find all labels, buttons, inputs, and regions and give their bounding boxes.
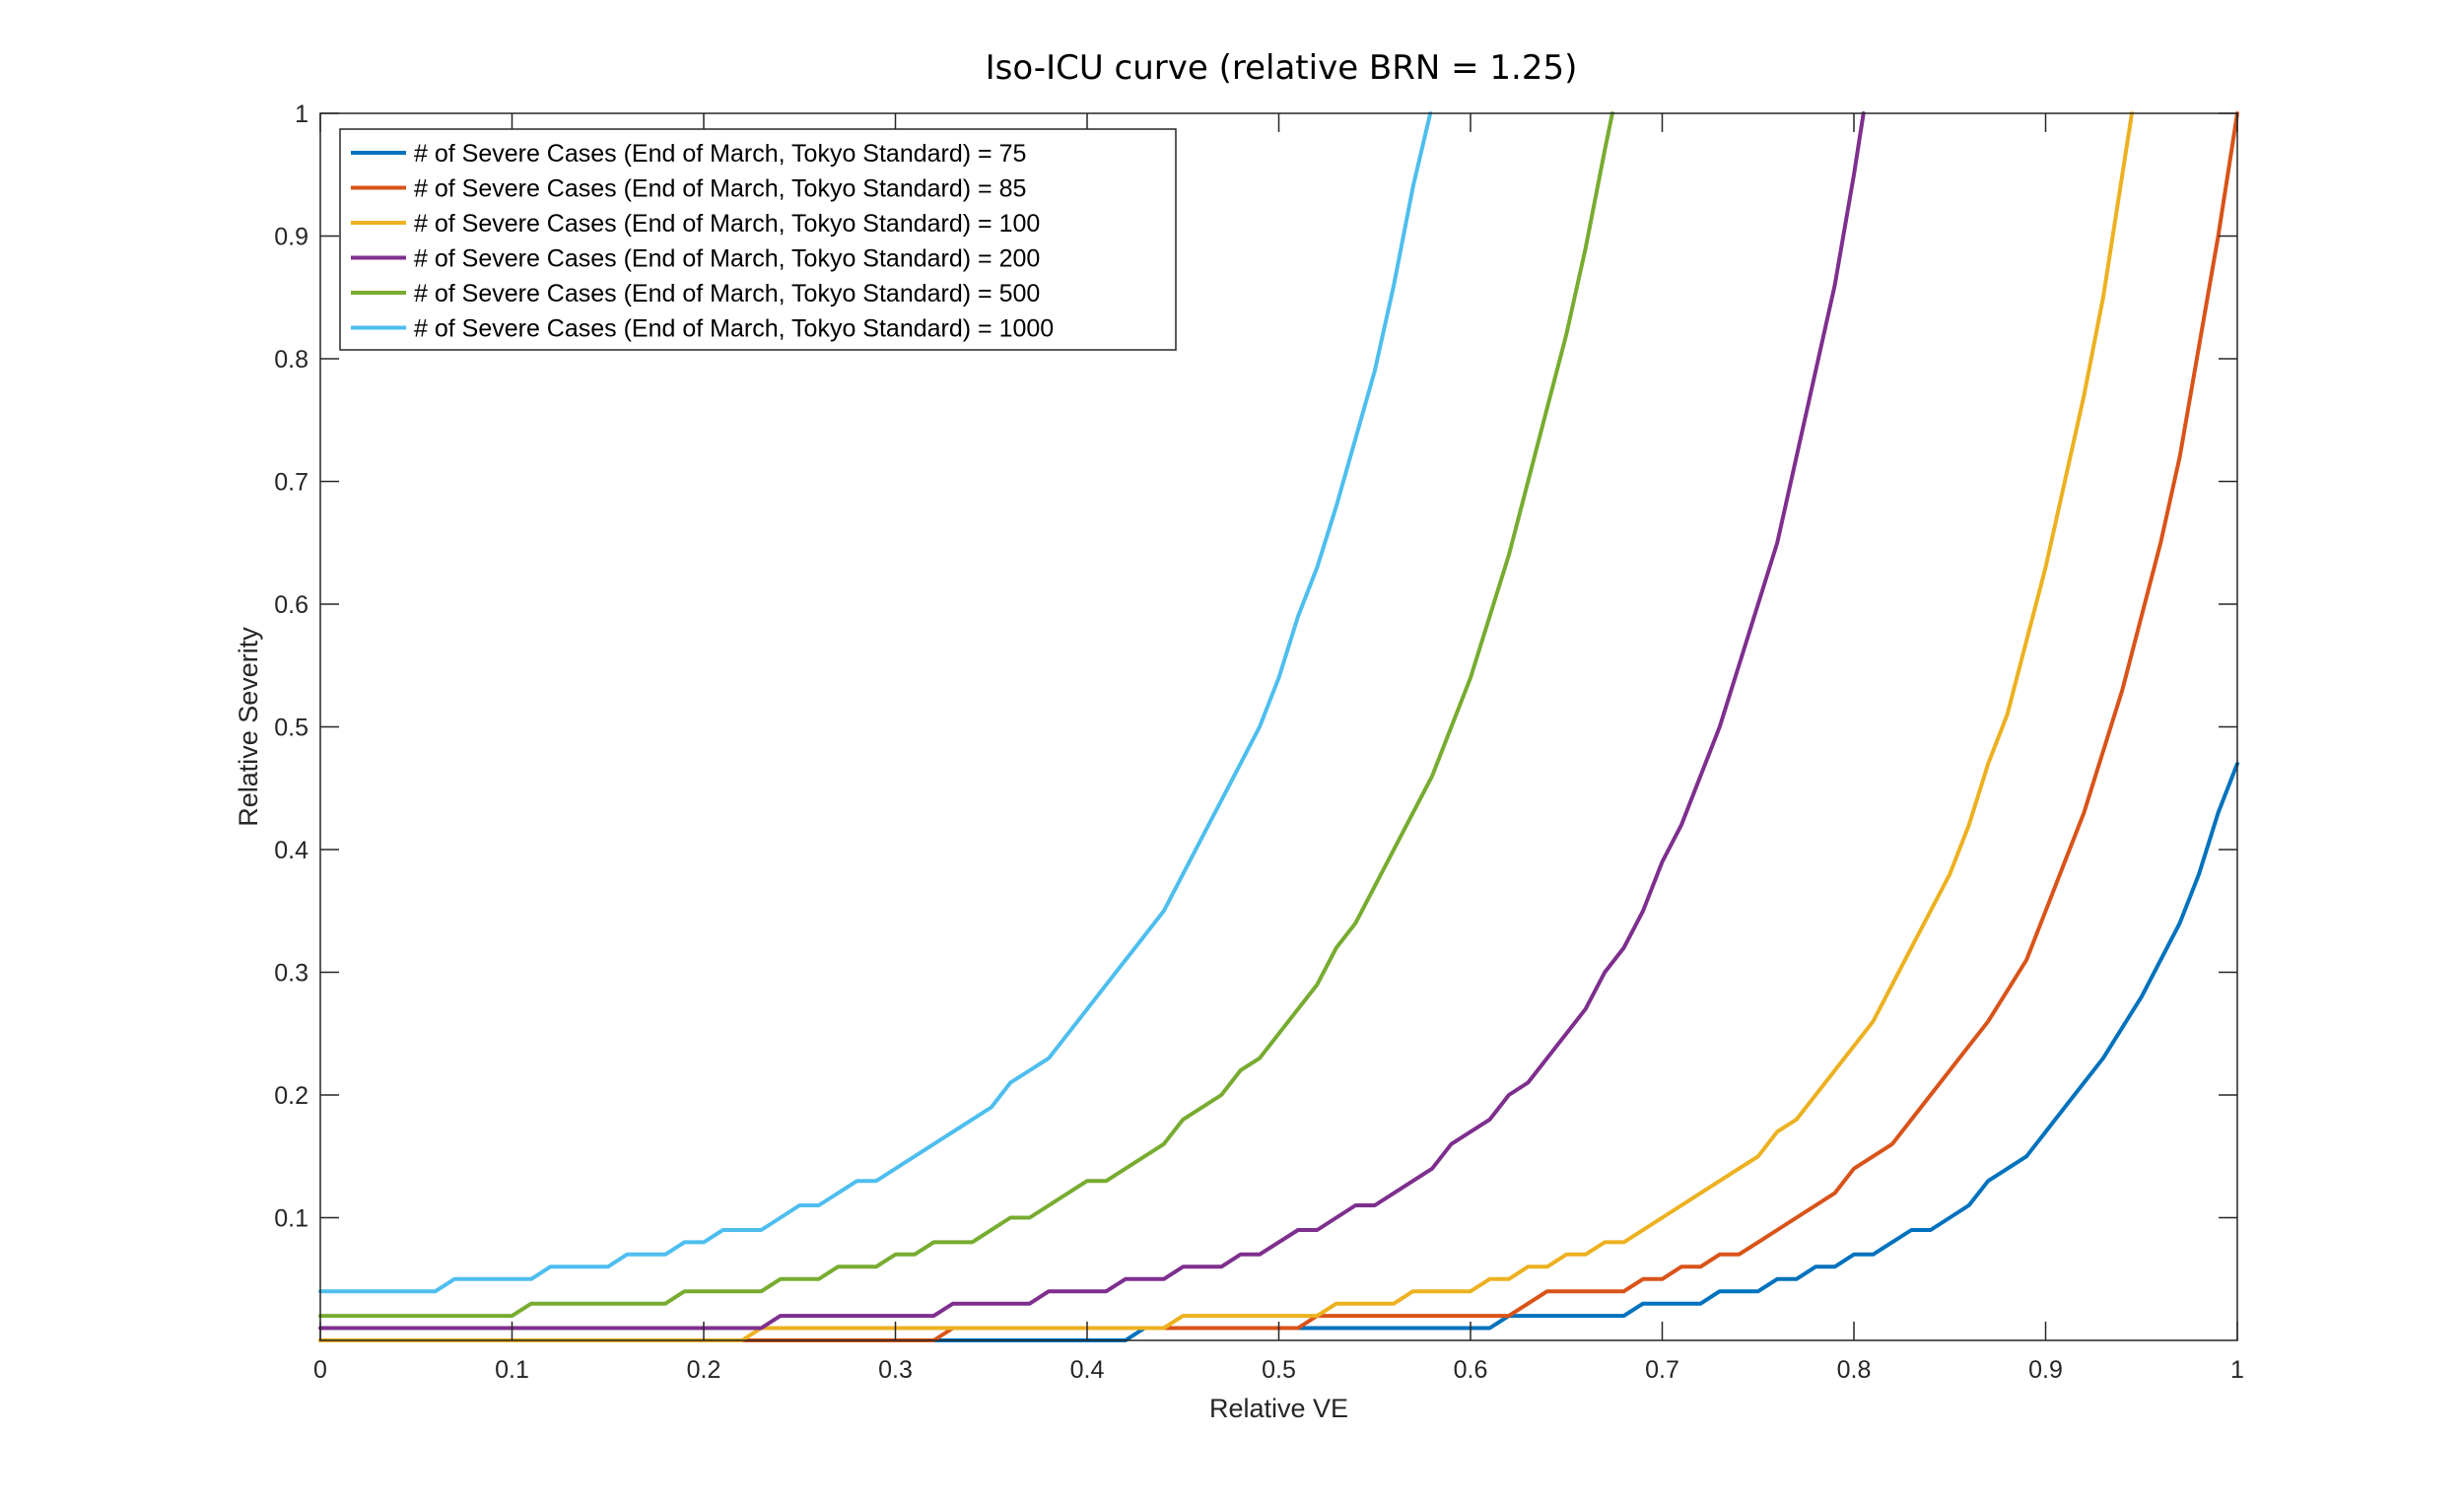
y-tick-label: 1 — [295, 101, 308, 128]
x-tick-label: 0.4 — [1070, 1356, 1105, 1384]
x-tick-label: 0.5 — [1262, 1356, 1296, 1384]
y-tick-label: 0.9 — [274, 224, 308, 251]
y-axis-label: Relative Severity — [234, 627, 263, 827]
series-line-5 — [318, 111, 1433, 1294]
y-tick-label: 0.8 — [274, 346, 308, 374]
x-tick-label: 0.1 — [495, 1356, 529, 1384]
x-tick-label: 0.2 — [687, 1356, 721, 1384]
y-tick-label: 0.7 — [274, 469, 308, 497]
x-tick-label: 0.7 — [1645, 1356, 1679, 1384]
y-tick-label: 0.6 — [274, 591, 308, 619]
x-axis-ticks: 0 0.1 0.2 0.3 0.4 0.5 0.6 0.7 0.8 0.9 1 — [313, 113, 2244, 1384]
x-axis-label: Relative VE — [1209, 1394, 1348, 1423]
legend-label-0: # of Severe Cases (End of March, Tokyo S… — [414, 140, 1026, 168]
legend-box — [339, 128, 1177, 351]
legend-label-3: # of Severe Cases (End of March, Tokyo S… — [414, 245, 1040, 273]
x-tick-label: 1 — [2230, 1356, 2244, 1384]
legend-label-1: # of Severe Cases (End of March, Tokyo S… — [414, 175, 1026, 203]
y-tick-label: 0.5 — [274, 715, 308, 742]
y-axis-ticks: 0.1 0.2 0.3 0.4 0.5 0.6 0.7 0.8 0.9 1 — [274, 101, 2237, 1233]
x-tick-label: 0 — [313, 1356, 327, 1384]
legend: # of Severe Cases (End of March, Tokyo S… — [339, 128, 1177, 351]
series-line-0 — [318, 761, 2239, 1342]
y-tick-label: 0.4 — [274, 837, 308, 864]
x-tick-label: 0.9 — [2028, 1356, 2063, 1384]
legend-label-5: # of Severe Cases (End of March, Tokyo S… — [414, 315, 1054, 343]
series-layer — [318, 111, 2239, 1342]
y-tick-label: 0.3 — [274, 960, 308, 988]
x-tick-label: 0.6 — [1454, 1356, 1488, 1384]
x-tick-label: 0.8 — [1837, 1356, 1872, 1384]
series-line-3 — [318, 111, 1866, 1331]
series-line-4 — [318, 111, 1614, 1319]
series-line-1 — [318, 111, 2239, 1342]
x-tick-label: 0.3 — [878, 1356, 913, 1384]
series-line-2 — [318, 111, 2134, 1342]
legend-label-4: # of Severe Cases (End of March, Tokyo S… — [414, 280, 1040, 307]
chart-title: Iso-ICU curve (relative BRN = 1.25) — [986, 48, 1578, 88]
y-tick-label: 0.2 — [274, 1082, 308, 1110]
y-tick-label: 0.1 — [274, 1205, 308, 1233]
legend-label-2: # of Severe Cases (End of March, Tokyo S… — [414, 210, 1040, 238]
